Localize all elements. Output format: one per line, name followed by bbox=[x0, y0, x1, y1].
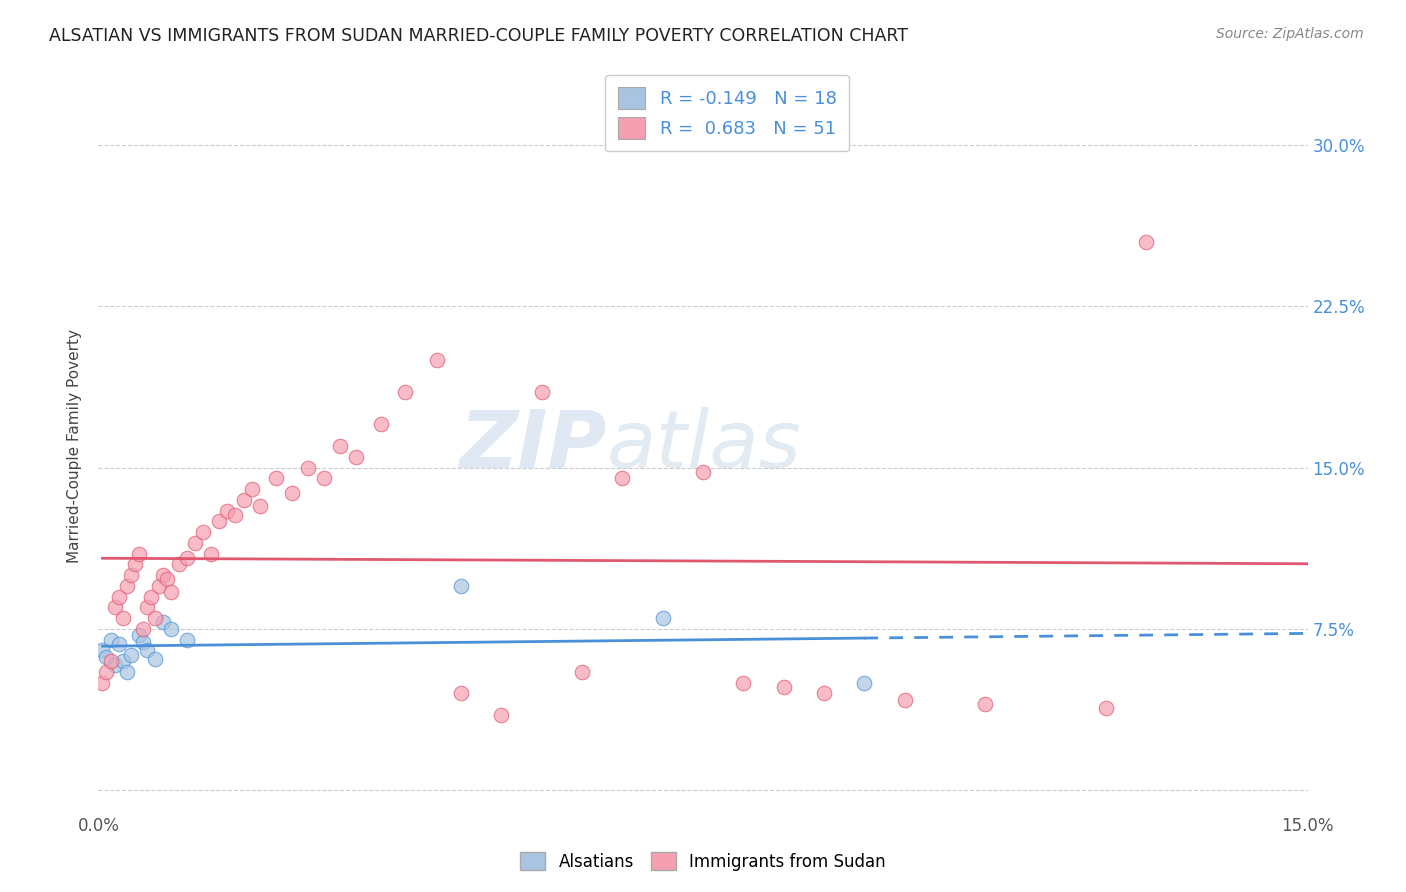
Point bbox=[148, 579, 170, 593]
Point bbox=[1095, 701, 1118, 715]
Point bbox=[103, 600, 125, 615]
Point bbox=[100, 654, 122, 668]
Text: Source: ZipAtlas.com: Source: ZipAtlas.com bbox=[1216, 27, 1364, 41]
Point bbox=[143, 611, 166, 625]
Point bbox=[107, 637, 129, 651]
Point bbox=[692, 465, 714, 479]
Point bbox=[120, 648, 142, 662]
Point bbox=[176, 550, 198, 565]
Point bbox=[344, 450, 367, 464]
Point bbox=[100, 632, 122, 647]
Point bbox=[974, 697, 997, 711]
Point bbox=[103, 658, 125, 673]
Point bbox=[224, 508, 246, 522]
Point bbox=[193, 524, 215, 539]
Text: ZIP: ZIP bbox=[458, 407, 606, 485]
Point bbox=[128, 628, 150, 642]
Point bbox=[135, 643, 157, 657]
Point bbox=[156, 573, 179, 587]
Point bbox=[139, 590, 162, 604]
Point bbox=[176, 632, 198, 647]
Point bbox=[612, 471, 634, 485]
Point bbox=[132, 622, 155, 636]
Point bbox=[813, 686, 835, 700]
Y-axis label: Married-Couple Family Poverty: Married-Couple Family Poverty bbox=[67, 329, 83, 563]
Point bbox=[297, 460, 319, 475]
Point bbox=[370, 417, 392, 432]
Point bbox=[167, 558, 190, 572]
Text: ALSATIAN VS IMMIGRANTS FROM SUDAN MARRIED-COUPLE FAMILY POVERTY CORRELATION CHAR: ALSATIAN VS IMMIGRANTS FROM SUDAN MARRIE… bbox=[49, 27, 908, 45]
Point bbox=[120, 568, 142, 582]
Point bbox=[491, 707, 513, 722]
Point bbox=[240, 482, 263, 496]
Point bbox=[160, 622, 183, 636]
Point bbox=[314, 471, 336, 485]
Point bbox=[152, 615, 174, 630]
Point bbox=[115, 579, 138, 593]
Point bbox=[893, 693, 915, 707]
Point bbox=[281, 486, 304, 500]
Point bbox=[217, 503, 239, 517]
Point bbox=[135, 600, 157, 615]
Point bbox=[232, 492, 254, 507]
Point bbox=[733, 675, 755, 690]
Point bbox=[132, 634, 155, 648]
Legend: Alsatians, Immigrants from Sudan: Alsatians, Immigrants from Sudan bbox=[512, 844, 894, 880]
Point bbox=[91, 675, 114, 690]
Point bbox=[124, 558, 146, 572]
Point bbox=[107, 590, 129, 604]
Point bbox=[111, 654, 134, 668]
Point bbox=[200, 547, 222, 561]
Point bbox=[91, 643, 114, 657]
Point bbox=[772, 680, 794, 694]
Point bbox=[208, 514, 231, 528]
Legend: R = -0.149   N = 18, R =  0.683   N = 51: R = -0.149 N = 18, R = 0.683 N = 51 bbox=[606, 75, 849, 152]
Point bbox=[96, 649, 118, 664]
Point bbox=[264, 471, 287, 485]
Point bbox=[96, 665, 118, 679]
Point bbox=[450, 579, 472, 593]
Point bbox=[143, 652, 166, 666]
Point bbox=[115, 665, 138, 679]
Point bbox=[651, 611, 673, 625]
Point bbox=[853, 675, 876, 690]
Point bbox=[152, 568, 174, 582]
Point bbox=[184, 536, 207, 550]
Point bbox=[450, 686, 472, 700]
Point bbox=[1135, 235, 1157, 249]
Point bbox=[426, 353, 449, 368]
Text: atlas: atlas bbox=[606, 407, 801, 485]
Point bbox=[329, 439, 352, 453]
Point bbox=[160, 585, 183, 599]
Point bbox=[128, 547, 150, 561]
Point bbox=[530, 385, 553, 400]
Point bbox=[571, 665, 593, 679]
Point bbox=[394, 385, 416, 400]
Point bbox=[249, 500, 271, 514]
Point bbox=[111, 611, 134, 625]
